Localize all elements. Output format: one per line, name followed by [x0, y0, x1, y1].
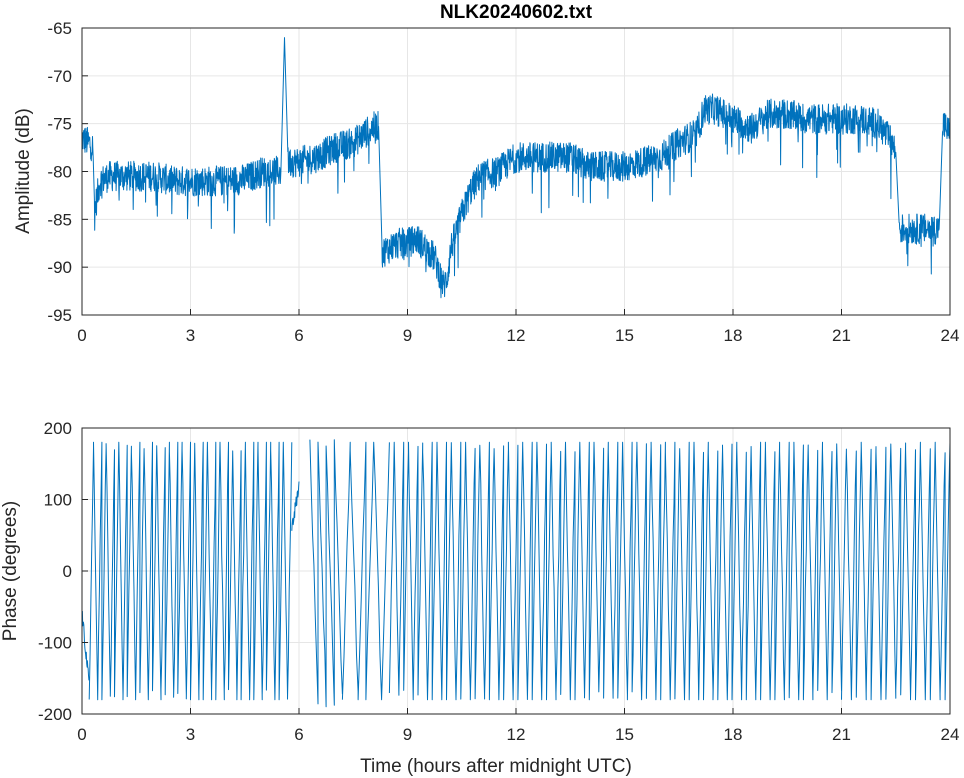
- amplitude-series: [81, 37, 951, 299]
- amplitude-xtick-label: 24: [941, 326, 960, 345]
- phase-xtick-label: 6: [294, 725, 303, 744]
- amplitude-ytick-label: -80: [47, 163, 72, 182]
- phase-xtick-label: 0: [77, 725, 86, 744]
- amplitude-ytick-label: -70: [47, 67, 72, 86]
- phase-ylabel: Phase (degrees): [0, 501, 21, 641]
- amplitude-xtick-label: 3: [186, 326, 195, 345]
- phase-ytick-label: 200: [44, 419, 72, 438]
- phase-xtick-label: 12: [507, 725, 526, 744]
- phase-ytick-label: -200: [38, 705, 72, 724]
- phase-ticks: 0 3 6 9 12 15 18 21 24 200 100 0 -100 -200: [38, 419, 959, 744]
- amplitude-title: NLK20240602.txt: [440, 2, 593, 23]
- phase-series: [81, 439, 951, 708]
- amplitude-ytick-label: -85: [47, 210, 72, 229]
- phase-xlabel: Time (hours after midnight UTC): [360, 756, 632, 777]
- amplitude-ytick-label: -75: [47, 115, 72, 134]
- amplitude-xtick-label: 6: [294, 326, 303, 345]
- amplitude-xtick-label: 15: [615, 326, 634, 345]
- phase-xtick-label: 15: [615, 725, 634, 744]
- amplitude-panel: 0 3 6 9 12 15 18 21 24 -65 -70 -75 -80 -85 -90 -95 NLK2…: [13, 2, 959, 345]
- amplitude-ytick-label: -90: [47, 258, 72, 277]
- phase-xtick-label: 21: [832, 725, 851, 744]
- phase-series-line: [81, 439, 951, 708]
- amplitude-xtick-label: 0: [77, 326, 86, 345]
- phase-xtick-label: 9: [403, 725, 412, 744]
- phase-ytick-label: 0: [63, 562, 72, 581]
- amplitude-xtick-label: 12: [507, 326, 526, 345]
- amplitude-xtick-label: 18: [724, 326, 743, 345]
- amplitude-ylabel: Amplitude (dB): [13, 108, 34, 234]
- phase-xtick-label: 24: [941, 725, 960, 744]
- phase-xtick-label: 18: [724, 725, 743, 744]
- amplitude-xtick-label: 9: [403, 326, 412, 345]
- amplitude-xtick-label: 21: [832, 326, 851, 345]
- phase-panel: 0 3 6 9 12 15 18 21 24 200 100 0 -100 -200 Time (hour…: [0, 419, 959, 777]
- amplitude-series-line: [81, 37, 951, 299]
- phase-ytick-label: 100: [44, 491, 72, 510]
- amplitude-ytick-label: -65: [47, 19, 72, 38]
- amplitude-ticks: 0 3 6 9 12 15 18 21 24 -65 -70 -75 -80 -85 -90 -95: [47, 19, 959, 345]
- phase-xtick-label: 3: [186, 725, 195, 744]
- phase-ytick-label: -100: [38, 634, 72, 653]
- amplitude-ytick-label: -95: [47, 306, 72, 325]
